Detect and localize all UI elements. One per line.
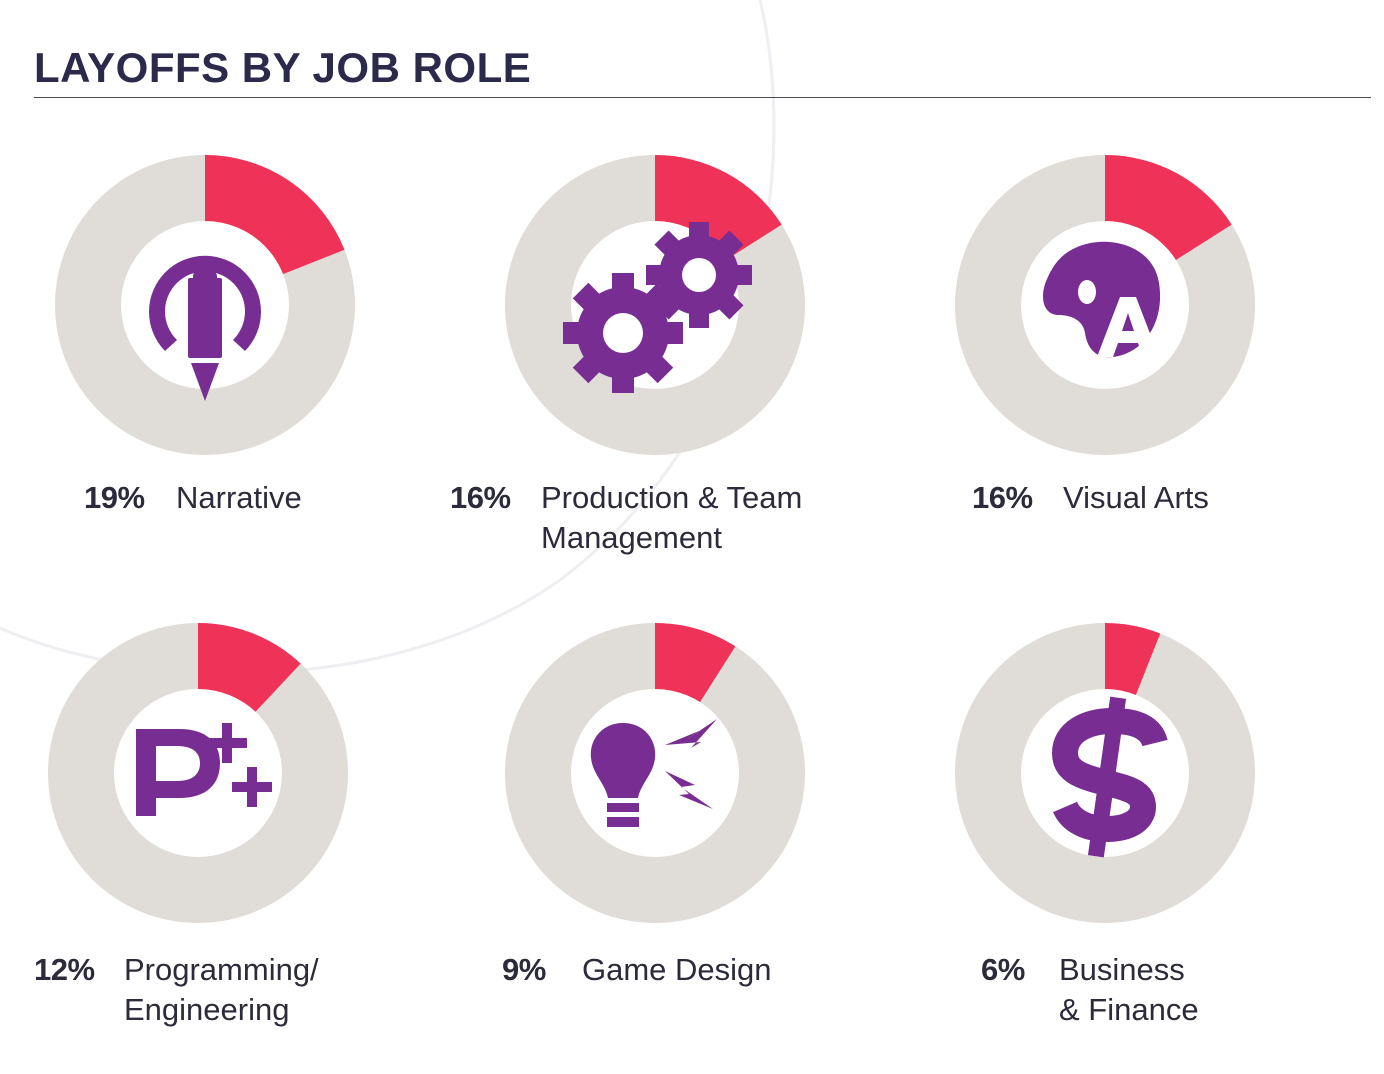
donut-business [955,623,1255,923]
page-title: LAYOFFS BY JOB ROLE [34,44,532,91]
role-label: Business & Finance [1059,952,1199,1027]
percent-label: 16% [450,480,511,515]
role-label: Narrative [176,480,302,515]
role-label: Game Design [582,952,772,987]
donut-visual-arts [955,155,1255,455]
role-label: Programming/ Engineering [124,952,319,1027]
pencil-power-icon [149,255,261,401]
percent-label: 19% [84,480,145,515]
donut-production [505,155,805,455]
label-narrative: 19% Narrative [84,478,302,518]
label-visual-arts: 16% Visual Arts [972,478,1209,518]
role-label: Production & Team Management [541,480,803,555]
label-business: 6% Business & Finance [981,950,1199,1030]
donut-programming [48,623,348,923]
p-plus-plus-icon [136,723,272,816]
label-game-design: 9% Game Design [502,950,772,990]
role-label: Visual Arts [1063,480,1209,515]
label-programming: 12% Programming/ Engineering [34,950,319,1030]
label-production: 16% Production & Team Management [450,478,802,558]
palette-icon [1043,241,1161,358]
dollar-icon [1051,696,1168,858]
percent-label: 12% [34,952,95,987]
percent-label: 9% [502,952,546,987]
title-divider [34,97,1371,98]
percent-label: 16% [972,480,1033,515]
donut-narrative [55,155,355,455]
lightbulb-icon [590,719,717,827]
donut-game-design [505,623,805,923]
percent-label: 6% [981,952,1025,987]
gears-icon [563,222,752,393]
